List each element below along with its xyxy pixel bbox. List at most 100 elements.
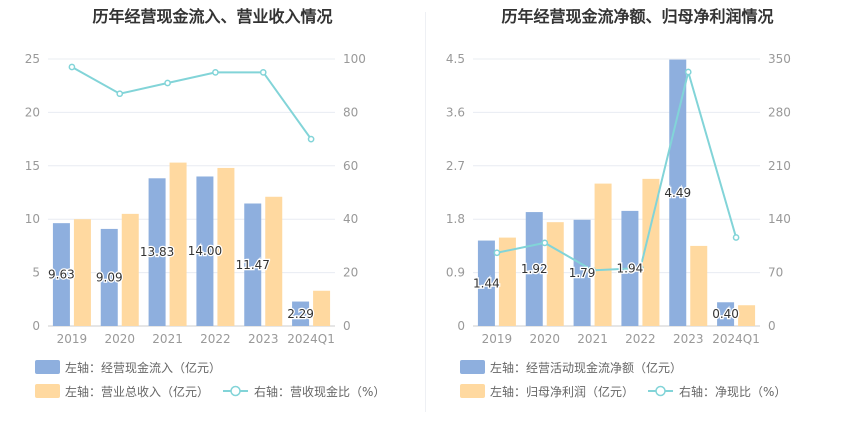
- left-bar-data-label: 9.63: [48, 268, 75, 282]
- right-x-tick: 2019: [482, 332, 513, 346]
- right-bar-series2: [498, 237, 516, 326]
- left-y-left-tick: 10: [25, 212, 40, 226]
- left-bar-series1: [196, 176, 214, 326]
- left-line-point: [116, 90, 124, 98]
- left-line-point: [164, 79, 171, 87]
- right-legend-label-series2: 左轴：归母净利润（亿元）: [490, 384, 634, 399]
- left-bar-data-label: 11.47: [236, 258, 270, 272]
- left-legend-label-series1: 左轴：经营现金流入（亿元）: [65, 360, 221, 375]
- chart-panel-left: 历年经营现金流入、营业收入情况 0 0 5 20 10 40 15 60 20 80 25 100 20…: [25, 7, 386, 399]
- right-bar-series2: [594, 183, 612, 326]
- left-bar-series1: [292, 301, 310, 326]
- left-y-right-tick: 60: [343, 159, 358, 173]
- left-bar-series1: [100, 228, 118, 326]
- right-x-tick: 2021: [577, 332, 608, 346]
- right-x-tick: 2022: [625, 332, 656, 346]
- left-line-point: [212, 69, 219, 76]
- left-y-right-tick: 0: [343, 319, 351, 333]
- right-bar-series2: [546, 222, 564, 326]
- left-bar-series2: [265, 196, 283, 326]
- left-x-tick: 2023: [248, 332, 279, 346]
- left-bar-series2: [73, 219, 91, 326]
- left-line-point: [259, 69, 267, 76]
- right-line-point: [589, 266, 596, 274]
- left-y-right-tick: 80: [343, 105, 358, 119]
- left-line-point: [68, 63, 76, 71]
- left-legend-label-series2: 左轴：营业总收入（亿元）: [65, 384, 209, 399]
- right-bar-data-label: 1.79: [569, 266, 596, 280]
- left-y-right-tick: 20: [343, 266, 358, 280]
- left-legend-label-series3: 右轴：营收现金比（%）: [254, 384, 385, 399]
- left-y-right-tick: 40: [343, 212, 358, 226]
- right-line-series3: [496, 68, 738, 272]
- right-x-tick: 2024Q1: [712, 332, 760, 346]
- left-bar-series1: [244, 203, 262, 326]
- right-legend-swatch-series2: [460, 384, 485, 398]
- panel-divider: [425, 12, 426, 412]
- chart-title-left: 历年经营现金流入、营业收入情况: [92, 7, 333, 26]
- chart-panel-right: 历年经营现金流净额、归母净利润情况 0 0 0.9 70 1.8 140 2.7 210 3.6…: [425, 0, 850, 437]
- right-y-right-tick: 210: [768, 159, 791, 173]
- right-x-tick: 2023: [673, 332, 704, 346]
- right-line-point: [637, 264, 644, 272]
- left-y-left-tick: 20: [25, 105, 40, 119]
- left-line-series3: [71, 66, 312, 140]
- left-y-left-tick: 25: [25, 52, 40, 66]
- chart-left-svg: 0 0 5 20 10 40 15 60 20 80 25 100 2019 2020 2021 2022 20…: [25, 52, 386, 399]
- right-legend-marker-series3: [655, 385, 666, 397]
- right-bar-series1: [669, 59, 687, 327]
- left-x-tick: 2022: [200, 332, 231, 346]
- left-x-tick: 2024Q1: [287, 332, 335, 346]
- right-y-left-tick: 4.5: [446, 52, 465, 66]
- right-bar-data-label: 0.40: [712, 307, 739, 321]
- right-y-right-tick: 140: [768, 212, 791, 226]
- right-bar-data-label: 1.44: [473, 276, 500, 290]
- right-legend-swatch-series1: [460, 360, 485, 374]
- left-y-left-tick: 5: [32, 266, 40, 280]
- left-bar-series2: [313, 290, 331, 326]
- left-y-left-tick: 15: [25, 159, 40, 173]
- left-bar-series2: [217, 167, 235, 326]
- left-bar-data-label: 14.00: [188, 244, 222, 258]
- right-y-left-tick: 1.8: [446, 212, 465, 226]
- left-bar-data-label: 2.29: [287, 307, 314, 321]
- right-bar-series1: [525, 212, 543, 326]
- right-line-point: [493, 249, 501, 257]
- left-x-tick: 2021: [152, 332, 183, 346]
- left-line-point: [307, 135, 315, 143]
- right-bar-series1: [573, 219, 591, 326]
- chart-right-svg: 0 0 0.9 70 1.8 140 2.7 210 3.6 280 4.5 350 2019 2020 2…: [446, 52, 791, 399]
- right-line-point: [684, 68, 692, 76]
- right-y-right-tick: 70: [768, 266, 783, 280]
- right-y-right-tick: 350: [768, 52, 791, 66]
- left-legend-swatch-series2: [35, 384, 60, 398]
- right-y-left-tick: 0: [457, 319, 465, 333]
- chart-title-right: 历年经营现金流净额、归母净利润情况: [501, 7, 774, 26]
- right-y-right-tick: 0: [768, 319, 776, 333]
- left-bar-series1: [52, 223, 70, 326]
- left-bar-data-label: 13.83: [140, 245, 174, 259]
- right-legend-label-series3: 右轴：净现比（%）: [679, 384, 786, 399]
- right-bar-series1: [717, 302, 735, 326]
- right-bar-data-label: 1.94: [617, 261, 644, 275]
- right-y-left-tick: 2.7: [446, 159, 465, 173]
- right-y-right-tick: 280: [768, 105, 791, 119]
- left-x-tick: 2020: [104, 332, 135, 346]
- left-bar-data-label: 9.09: [96, 270, 123, 284]
- right-bar-series2: [642, 178, 660, 326]
- left-legend-swatch-series1: [35, 360, 60, 374]
- left-legend-marker-series3: [230, 385, 241, 397]
- left-y-right-tick: 100: [343, 52, 366, 66]
- left-bar-series2: [169, 162, 187, 326]
- left-y-left-tick: 0: [32, 319, 40, 333]
- right-y-left-tick: 0.9: [446, 266, 465, 280]
- left-bar-series2: [121, 213, 139, 326]
- right-legend-label-series1: 左轴：经营活动现金流净额（亿元）: [490, 360, 682, 375]
- left-x-tick: 2019: [57, 332, 88, 346]
- right-line-point: [541, 239, 549, 247]
- right-x-tick: 2020: [529, 332, 560, 346]
- right-bar-series1: [477, 240, 495, 326]
- right-line-point: [732, 234, 740, 241]
- right-bar-data-label: 1.92: [521, 262, 548, 276]
- right-y-left-tick: 3.6: [446, 105, 465, 119]
